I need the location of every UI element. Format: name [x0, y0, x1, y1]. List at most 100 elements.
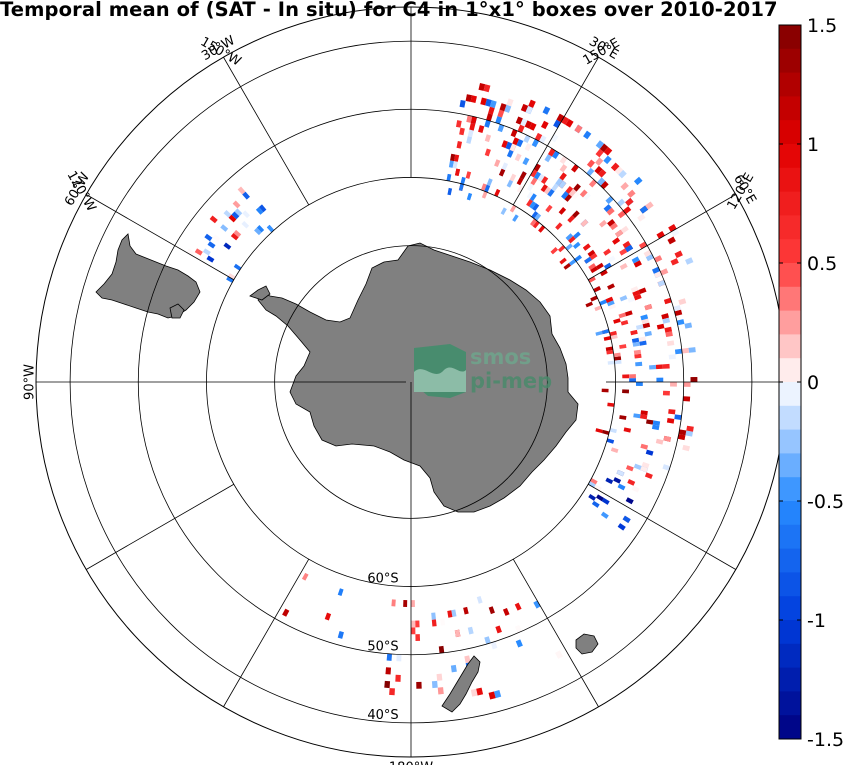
data-cell: [431, 680, 438, 689]
parallel-label: 60°S: [367, 572, 398, 587]
data-cell: [686, 425, 694, 432]
data-cell: [619, 344, 627, 349]
data-cell: [572, 241, 581, 249]
data-cell: [572, 210, 580, 219]
data-cell: [662, 464, 671, 471]
colorbar-segment: [779, 691, 801, 716]
meridian-line: [512, 558, 599, 707]
data-cell: [231, 211, 240, 220]
data-cell: [633, 349, 642, 355]
data-cell: [540, 184, 548, 193]
data-cell: [603, 204, 612, 213]
new-zealand-landmass: [441, 655, 481, 713]
data-cell: [653, 271, 663, 279]
colorbar-segment: [779, 334, 801, 359]
colorbar-segment: [779, 239, 801, 264]
data-cell: [516, 139, 524, 148]
watermark-wave-icon: [414, 367, 466, 392]
data-cell: [627, 189, 636, 198]
data-cell: [664, 326, 673, 333]
data-cell: [494, 188, 501, 197]
data-cell: [667, 236, 676, 245]
colorbar-segment: [779, 620, 801, 645]
data-cell: [610, 447, 619, 454]
data-cell: [476, 595, 483, 604]
data-cell: [579, 189, 588, 198]
data-cell: [497, 124, 505, 133]
data-cell: [666, 418, 675, 424]
data-cell: [515, 639, 523, 648]
data-cell: [588, 481, 596, 488]
data-cell: [599, 219, 608, 228]
data-cell: [642, 322, 651, 329]
data-cell: [595, 428, 603, 434]
data-cell: [223, 242, 232, 250]
data-cell: [540, 176, 549, 185]
data-cell: [450, 153, 456, 162]
data-cell: [411, 600, 415, 607]
map-title: Temporal mean of (SAT - In situ) for C4 …: [0, 0, 778, 21]
data-cell: [614, 166, 624, 175]
data-cell: [610, 162, 620, 172]
data-cell: [529, 193, 537, 202]
data-cell: [660, 268, 669, 276]
meridian-line: [512, 57, 599, 206]
data-cell: [565, 119, 574, 128]
data-cell: [555, 650, 564, 659]
data-cell: [619, 263, 628, 270]
data-cell: [627, 296, 636, 303]
colorbar: 1.5 1 0.5 0 -0.5 -1 -1.5: [778, 15, 844, 751]
data-cell: [558, 180, 567, 189]
data-cell: [447, 610, 453, 618]
data-cell: [589, 478, 598, 485]
data-cell: [605, 346, 614, 352]
data-cell: [638, 336, 647, 342]
data-cell: [526, 183, 534, 192]
data-cell: [532, 220, 540, 229]
data-cell: [545, 204, 553, 213]
data-cell: [640, 410, 648, 416]
data-cell: [601, 429, 610, 435]
data-cell: [640, 443, 649, 450]
data-cell: [514, 624, 522, 634]
data-cell: [233, 263, 242, 271]
data-cell: [460, 176, 466, 185]
data-cell: [645, 449, 654, 456]
colorbar-segment: [779, 358, 801, 383]
data-cell: [467, 129, 474, 138]
data-cell: [605, 477, 614, 485]
data-cell: [480, 183, 487, 192]
colorbar-segment: [779, 643, 801, 669]
data-cell: [595, 140, 605, 149]
data-cell: [668, 354, 676, 360]
data-cell: [662, 363, 670, 369]
data-cell: [633, 463, 642, 470]
data-cell: [607, 255, 616, 263]
data-cell: [514, 602, 522, 611]
data-cell: [558, 207, 567, 215]
data-cell: [228, 214, 237, 223]
data-cell: [519, 171, 527, 180]
data-cell: [534, 213, 542, 221]
data-cell: [591, 500, 600, 508]
data-cell: [514, 153, 522, 162]
data-cell: [638, 241, 648, 250]
data-cell: [385, 667, 392, 675]
data-cell: [488, 691, 496, 700]
data-cell: [632, 290, 641, 297]
data-cell: [622, 374, 630, 379]
data-cell: [668, 409, 676, 415]
colorbar-tick-label: 0: [807, 372, 819, 394]
meridian-line: [587, 483, 736, 570]
data-cell: [607, 360, 615, 365]
data-cell: [463, 606, 469, 615]
data-cell: [337, 588, 344, 596]
meridian-line: [223, 57, 310, 206]
data-cell: [603, 262, 612, 270]
data-cell: [466, 192, 473, 201]
data-cell: [630, 286, 639, 293]
data-cell: [629, 378, 636, 382]
data-cell: [654, 255, 663, 263]
data-cell: [237, 186, 246, 195]
data-cell: [391, 599, 396, 607]
